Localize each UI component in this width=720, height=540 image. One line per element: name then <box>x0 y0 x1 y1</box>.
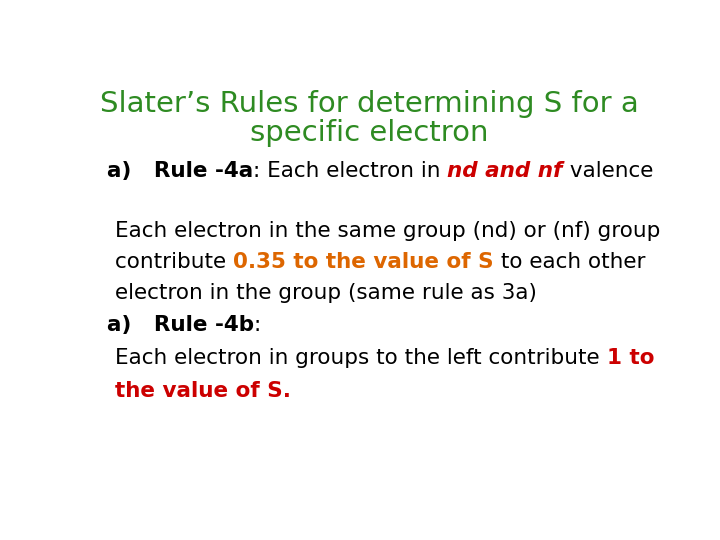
Text: to each other: to each other <box>494 252 645 272</box>
Text: electron in the group (same rule as 3a): electron in the group (same rule as 3a) <box>115 284 537 303</box>
Text: a)   Rule -4a: a) Rule -4a <box>107 161 253 181</box>
Text: Each electron in the same group (nd) or (nf) group: Each electron in the same group (nd) or … <box>115 221 660 241</box>
Text: valence: valence <box>563 161 653 181</box>
Text: specific electron: specific electron <box>250 119 488 147</box>
Text: Each electron in groups to the left contribute: Each electron in groups to the left cont… <box>115 348 607 368</box>
Text: : Each electron in: : Each electron in <box>253 161 447 181</box>
Text: 1 to: 1 to <box>607 348 654 368</box>
Text: :: : <box>254 315 261 335</box>
Text: a)   Rule -4b: a) Rule -4b <box>107 315 254 335</box>
Text: contribute: contribute <box>115 252 233 272</box>
Text: nd and nf: nd and nf <box>447 161 563 181</box>
Text: the value of S.: the value of S. <box>115 381 291 401</box>
Text: 0.35 to the value of S: 0.35 to the value of S <box>233 252 494 272</box>
Text: Slater’s Rules for determining S for a: Slater’s Rules for determining S for a <box>99 90 639 118</box>
